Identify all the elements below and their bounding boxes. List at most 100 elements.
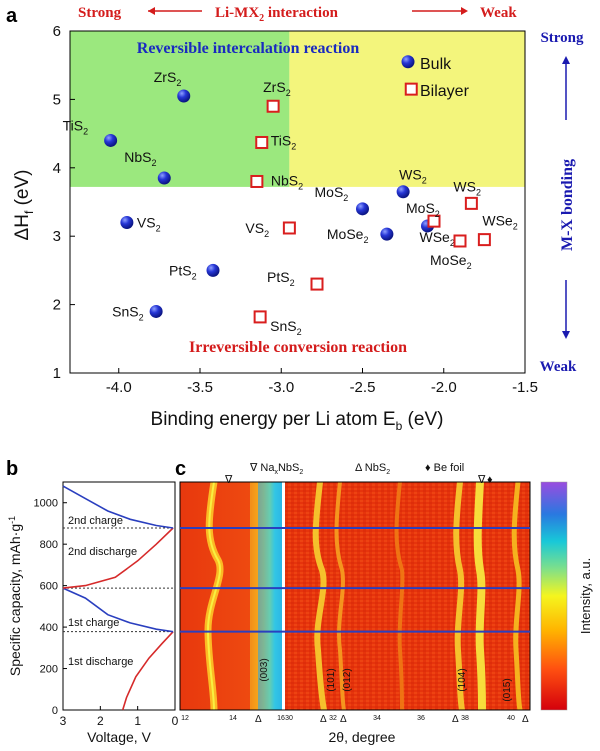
panel-b: b 3 2 1 0 0 200 400 600 800 1000 2nd charge 2nd d… [6,458,179,745]
header-weak-label: Weak [480,5,517,21]
annotation-2nd-discharge: 2nd discharge [68,546,137,558]
bilayer-point [477,233,491,247]
legend-bulk-label: Bulk [420,56,452,73]
bilayer-point [427,214,441,228]
bilayer-point-label: MoSe2 [430,252,472,271]
peak-label-012: (012) [342,668,353,691]
curve-2nd-charge [62,485,174,529]
y-axis-title-b: Specific capacity, mAh·g-1 [7,516,23,676]
y-tick-label-b: 600 [40,581,58,593]
header-right-arrowhead [461,7,468,15]
colorbar [540,481,568,711]
bulk-point-label: MoSe2 [327,226,369,245]
bulk-point [380,227,394,241]
x-tick-label-c: 16 [277,715,285,722]
marker-naxnbs2-2: ∇ [477,474,486,486]
x-tick-label-c: 36 [417,715,425,722]
region-label-irreversible: Irreversible conversion reaction [189,339,407,356]
bilayer-point [250,174,264,188]
x-tick-label-a: -3.0 [268,379,294,396]
x-tick-label-c: 34 [373,715,381,722]
x-tick-label-b: 2 [97,714,104,728]
x-tick-label-c: 30 [285,715,293,722]
y-tick-label-b: 800 [40,539,58,551]
bulk-point-label: WS2 [399,167,427,186]
bilayer-point-label: MoS2 [406,200,440,219]
x-tick-label-a: -3.5 [187,379,213,396]
x-tick-label-a: -4.0 [106,379,132,396]
marker-nbs2-4: Δ [452,714,459,725]
panel-label-b: b [6,458,18,480]
x-tick-label-b: 1 [134,714,141,728]
y-tick-label-a: 1 [53,365,61,382]
y-tick-label-b: 0 [52,705,58,717]
bilayer-point [266,99,280,113]
bulk-point [206,263,220,277]
annotation-1st-discharge: 1st discharge [68,656,133,668]
y-tick-label-b: 400 [40,622,58,634]
peak-label-003: (003) [259,658,270,681]
annotation-2nd-charge: 2nd charge [68,515,123,527]
axis-break-gap [282,482,285,710]
bulk-point-label: WSe2 [420,229,455,248]
colorbar-label: Intensity, a.u. [578,558,593,634]
bilayer-point-label: WS2 [453,178,481,197]
bilayer-point [453,234,467,248]
curve-2nd-discharge [62,527,174,589]
marker-nbs2-1: Δ [255,714,262,725]
bulk-point-label: PtS2 [169,262,197,281]
x-tick-label-c: 38 [461,715,469,722]
x-tick-label-c: 32 [329,715,337,722]
bulk-point-label: ZrS2 [154,69,182,88]
panel-label-c: c [175,458,186,480]
x-axis-title-a: Binding energy per Li atom Eb (eV) [151,409,444,433]
y-tick-label-a: 5 [53,91,61,108]
x-tick-label-c: 14 [229,715,237,722]
panel-a: a Strong Li-MX2 interaction Weak Strong … [6,5,584,433]
x-tick-label-c: 40 [507,715,515,722]
bulk-point [177,89,191,103]
header-strong-label: Strong [78,5,122,21]
region-label-reversible: Reversible intercalation reaction [137,40,360,57]
bilayer-point-label: TiS2 [271,132,297,151]
y-tick-label-a: 4 [53,160,61,177]
x-tick-label-c: 12 [181,715,189,722]
bilayer-point [404,82,418,96]
bulk-point-label: SnS2 [112,303,143,322]
bilayer-point-label: VS2 [245,220,269,239]
header-left-arrowhead [148,7,155,15]
legend-naxnbs2: ∇ NaxNbS2 [249,462,303,476]
x-tick-label-a: -2.0 [431,379,457,396]
header-interaction-label: Li-MX2 interaction [215,5,339,24]
bilayer-point [253,310,267,324]
plot-c-frame [179,481,531,711]
bilayer-point [464,196,478,210]
bulk-point [157,171,171,185]
legend-be-foil: ♦ Be foil [425,462,464,474]
marker-nbs2-5: Δ [522,714,529,725]
bulk-point-label: NbS2 [124,149,156,168]
bulk-point [120,216,134,230]
y-tick-label-b: 1000 [34,498,58,510]
bulk-point-label: TiS2 [63,117,89,136]
y-tick-label-a: 2 [53,297,61,314]
x-tick-label-b: 0 [172,714,179,728]
right-bonding-label: M-X bonding [559,159,576,251]
curve-1st-charge [62,587,174,633]
bilayer-point [282,221,296,235]
bilayer-point [255,135,269,149]
y-tick-label-a: 6 [53,23,61,40]
region-0 [70,31,290,187]
heatmap-right: (101) (012) (104) (015) [285,481,530,711]
peak-label-015: (015) [502,678,513,701]
plot-a-frame [69,30,526,374]
marker-nbs2-3: Δ [340,714,347,725]
x-axis-title-c: 2θ, degree [329,729,396,745]
bulk-point [401,55,415,69]
bilayer-point-label: PtS2 [267,269,295,288]
legend-nbs2: Δ NbS2 [355,462,390,476]
bulk-point [104,133,118,147]
y-tick-label-b: 200 [40,664,58,676]
right-down-arrowhead [562,331,570,339]
